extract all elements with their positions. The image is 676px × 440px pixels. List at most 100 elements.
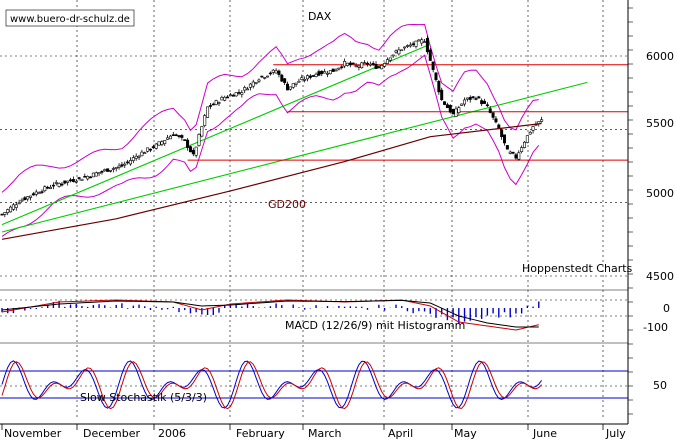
candle-body	[365, 62, 369, 65]
candle-body	[86, 175, 90, 180]
candle-body	[220, 97, 224, 101]
candle-body	[94, 172, 98, 177]
candle-body	[351, 62, 355, 65]
candle-body	[146, 147, 150, 152]
candle-body	[431, 61, 435, 70]
candle-body	[40, 191, 44, 193]
candle-body	[334, 69, 338, 72]
candle-body	[385, 59, 389, 64]
gd200-line	[1, 122, 542, 240]
candle-body	[528, 131, 532, 135]
candle-body	[425, 38, 429, 53]
candle-body	[477, 96, 481, 99]
candle-body	[100, 171, 104, 173]
candle-body	[488, 108, 492, 113]
candle-body	[320, 70, 324, 75]
candle-body	[383, 63, 387, 67]
candle-body	[60, 183, 64, 186]
candle-body	[460, 103, 464, 106]
candle-body	[203, 115, 207, 126]
candle-body	[180, 135, 184, 138]
candle-body	[448, 105, 452, 113]
candles	[0, 35, 544, 218]
candle-body	[314, 73, 318, 77]
candle-body	[29, 195, 33, 198]
candle-body	[143, 152, 147, 154]
candle-body	[74, 180, 78, 183]
candle-body	[108, 170, 112, 172]
gd200-path	[1, 122, 542, 240]
candle-body	[257, 79, 261, 82]
candle-body	[226, 96, 230, 99]
candle-body	[434, 72, 438, 81]
candle-body	[157, 141, 161, 146]
candle-body	[514, 154, 518, 159]
grid	[0, 0, 628, 420]
candle-body	[123, 163, 127, 166]
candle-body	[317, 71, 321, 76]
ytick-macd-100: -100	[643, 321, 668, 334]
candle-body	[260, 75, 264, 78]
candle-body	[63, 180, 67, 184]
candle-body	[303, 79, 307, 81]
ytick-6000: 6000	[646, 50, 674, 63]
trendlines	[1, 43, 588, 233]
macd-label: MACD (12/26/9) mit Histogramm	[285, 319, 465, 332]
candle-body	[151, 146, 155, 149]
candle-body	[171, 134, 175, 136]
candle-body	[223, 96, 227, 101]
candle-body	[363, 62, 367, 64]
candle-body	[208, 105, 212, 107]
candle-body	[457, 107, 461, 113]
candle-body	[91, 172, 95, 178]
candle-body	[106, 168, 110, 172]
candle-body	[266, 75, 270, 78]
candle-body	[343, 61, 347, 67]
candle-body	[291, 83, 295, 88]
candle-body	[234, 92, 238, 97]
candle-body	[520, 147, 524, 152]
xtick-april: April	[388, 427, 413, 440]
candle-body	[214, 100, 218, 105]
macd-line	[1, 299, 539, 331]
candle-body	[274, 70, 278, 74]
candle-body	[391, 54, 395, 57]
candle-body	[474, 98, 478, 100]
candle-body	[308, 75, 312, 78]
candle-body	[380, 65, 384, 70]
candle-body	[283, 78, 287, 83]
candle-body	[254, 82, 258, 84]
candle-body	[114, 167, 118, 169]
candle-body	[148, 148, 152, 151]
candle-body	[206, 106, 210, 118]
candle-body	[248, 83, 252, 88]
candle-body	[251, 81, 255, 87]
candle-body	[137, 155, 141, 158]
candle-body	[51, 184, 55, 187]
candle-body	[20, 199, 24, 202]
candle-body	[71, 179, 75, 182]
candle-body	[89, 176, 93, 179]
ytick-5500: 5500	[646, 117, 674, 130]
candle-body	[408, 44, 412, 47]
bollinger-bands	[1, 23, 540, 237]
candle-body	[166, 137, 170, 140]
candle-body	[26, 196, 30, 200]
candle-body	[120, 164, 124, 167]
candle-body	[11, 204, 15, 210]
candle-body	[300, 77, 304, 80]
candle-body	[463, 99, 467, 105]
candle-body	[440, 89, 444, 101]
xtick-november: November	[4, 427, 62, 440]
candle-body	[517, 152, 521, 160]
candle-body	[9, 206, 13, 213]
candle-body	[3, 212, 7, 215]
candle-body	[423, 41, 427, 43]
candle-body	[503, 134, 507, 144]
candle-body	[451, 109, 455, 115]
candle-body	[103, 169, 107, 172]
candle-body	[371, 63, 375, 65]
candle-body	[288, 86, 292, 90]
candle-body	[540, 119, 544, 122]
